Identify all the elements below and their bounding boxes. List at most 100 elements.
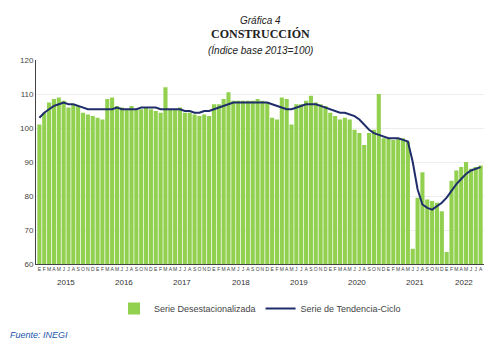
svg-text:O: O — [139, 266, 143, 272]
svg-text:N: N — [435, 266, 439, 272]
svg-text:F: F — [450, 266, 453, 272]
svg-text:CONSTRUCCIÓN: CONSTRUCCIÓN — [211, 27, 310, 41]
svg-text:J: J — [242, 266, 245, 272]
svg-text:M: M — [173, 266, 177, 272]
svg-text:J: J — [62, 266, 65, 272]
svg-text:N: N — [144, 266, 148, 272]
svg-text:N: N — [86, 266, 90, 272]
svg-text:J: J — [470, 266, 473, 272]
svg-text:D: D — [207, 266, 211, 272]
svg-text:A: A — [304, 266, 308, 272]
svg-text:J: J — [121, 266, 124, 272]
svg-text:A: A — [110, 266, 114, 272]
svg-text:J: J — [300, 266, 303, 272]
svg-text:F: F — [43, 266, 46, 272]
svg-text:D: D — [324, 266, 328, 272]
svg-text:2021: 2021 — [406, 278, 424, 287]
svg-text:J: J — [67, 266, 70, 272]
svg-text:J: J — [237, 266, 240, 272]
svg-text:A: A — [401, 266, 405, 272]
svg-text:2016: 2016 — [115, 278, 133, 287]
svg-text:M: M — [47, 266, 51, 272]
svg-text:M: M — [289, 266, 293, 272]
svg-text:O: O — [430, 266, 434, 272]
svg-text:M: M — [163, 266, 167, 272]
svg-text:Fuente: INEGI: Fuente: INEGI — [10, 330, 68, 340]
svg-text:2015: 2015 — [57, 278, 75, 287]
svg-text:E: E — [38, 266, 42, 272]
svg-text:M: M — [396, 266, 400, 272]
svg-text:N: N — [319, 266, 323, 272]
svg-text:N: N — [202, 266, 206, 272]
svg-text:J: J — [125, 266, 128, 272]
svg-text:M: M — [57, 266, 61, 272]
svg-text:N: N — [261, 266, 265, 272]
svg-text:A: A — [227, 266, 231, 272]
svg-text:D: D — [440, 266, 444, 272]
svg-text:F: F — [217, 266, 220, 272]
svg-text:E: E — [270, 266, 274, 272]
svg-text:M: M — [348, 266, 352, 272]
svg-text:D: D — [382, 266, 386, 272]
svg-text:A: A — [130, 266, 134, 272]
svg-text:A: A — [479, 266, 483, 272]
svg-text:2020: 2020 — [348, 278, 366, 287]
svg-text:M: M — [231, 266, 235, 272]
svg-text:100: 100 — [20, 124, 34, 133]
svg-text:S: S — [426, 266, 430, 272]
svg-text:O: O — [197, 266, 201, 272]
svg-text:A: A — [343, 266, 347, 272]
svg-text:J: J — [184, 266, 187, 272]
svg-text:A: A — [169, 266, 173, 272]
svg-text:A: A — [285, 266, 289, 272]
svg-text:A: A — [460, 266, 464, 272]
svg-text:Serie Desestacionalizada: Serie Desestacionalizada — [154, 304, 256, 314]
svg-text:F: F — [334, 266, 337, 272]
svg-text:A: A — [246, 266, 250, 272]
svg-text:E: E — [212, 266, 216, 272]
svg-text:A: A — [52, 266, 56, 272]
svg-text:M: M — [338, 266, 342, 272]
svg-text:J: J — [475, 266, 478, 272]
svg-text:E: E — [445, 266, 449, 272]
svg-text:O: O — [314, 266, 318, 272]
svg-text:A: A — [188, 266, 192, 272]
svg-text:2022: 2022 — [455, 278, 473, 287]
svg-text:M: M — [280, 266, 284, 272]
svg-text:M: M — [464, 266, 468, 272]
svg-text:E: E — [96, 266, 100, 272]
svg-text:A: A — [421, 266, 425, 272]
svg-text:Gráfica 4: Gráfica 4 — [240, 15, 281, 26]
svg-text:80: 80 — [24, 192, 33, 201]
svg-text:S: S — [135, 266, 139, 272]
svg-text:J: J — [179, 266, 182, 272]
svg-text:70: 70 — [24, 226, 33, 235]
svg-text:J: J — [358, 266, 361, 272]
svg-text:E: E — [329, 266, 333, 272]
svg-text:S: S — [367, 266, 371, 272]
svg-text:110: 110 — [21, 90, 34, 99]
svg-text:S: S — [251, 266, 255, 272]
svg-text:F: F — [275, 266, 278, 272]
svg-text:J: J — [416, 266, 419, 272]
svg-text:M: M — [115, 266, 119, 272]
svg-text:S: S — [77, 266, 81, 272]
svg-text:M: M — [406, 266, 410, 272]
svg-text:D: D — [149, 266, 153, 272]
svg-text:90: 90 — [24, 158, 33, 167]
svg-text:A: A — [72, 266, 76, 272]
svg-text:S: S — [309, 266, 313, 272]
svg-text:(Índice base 2013=100): (Índice base 2013=100) — [208, 44, 313, 56]
svg-text:J: J — [411, 266, 414, 272]
svg-text:F: F — [101, 266, 104, 272]
svg-text:E: E — [154, 266, 158, 272]
svg-text:J: J — [353, 266, 356, 272]
svg-text:D: D — [91, 266, 95, 272]
svg-text:2019: 2019 — [290, 278, 308, 287]
svg-text:O: O — [372, 266, 376, 272]
svg-text:N: N — [377, 266, 381, 272]
svg-text:A: A — [363, 266, 367, 272]
svg-text:E: E — [387, 266, 391, 272]
svg-text:S: S — [193, 266, 197, 272]
svg-text:2018: 2018 — [232, 278, 250, 287]
